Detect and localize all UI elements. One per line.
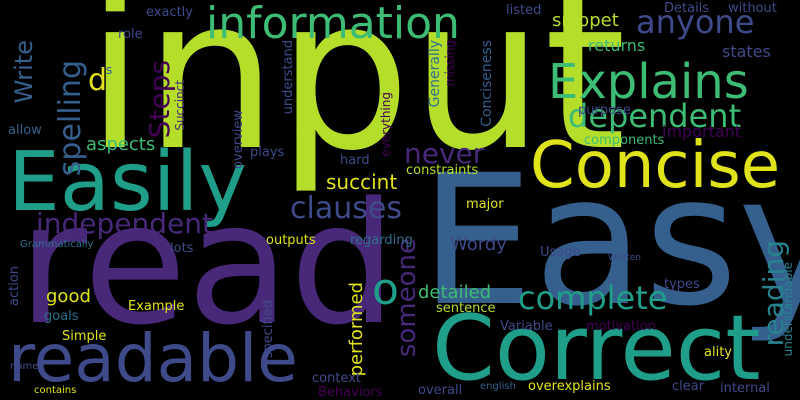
word-readable: readable (8, 320, 298, 397)
word-allow: allow (8, 123, 42, 138)
word-example: Example (128, 299, 185, 314)
word-complete: complete (518, 279, 668, 317)
word-plays: plays (250, 145, 285, 160)
word-dependent: dependent (568, 97, 742, 135)
word-regarding: regarding (350, 233, 413, 248)
word-written: Written (608, 253, 641, 263)
word-detailed: detailed (418, 282, 492, 303)
word-easily: Easily (8, 135, 247, 230)
word-o: o (372, 264, 399, 315)
word-specified: specified (261, 300, 276, 359)
word-succinct: Succinct (173, 80, 187, 131)
word-input: input (86, 0, 627, 197)
word-ality: ality (704, 345, 732, 360)
word-independent: independent (36, 207, 213, 240)
word-states: states (722, 42, 771, 61)
word-purpose: purpose (578, 103, 631, 118)
word-sentence: sentence (436, 301, 496, 316)
word-steps: Steps (143, 60, 176, 139)
word-motivation: motivation (586, 319, 656, 334)
word-details: Details (664, 1, 710, 16)
word-explains: Explains (548, 54, 749, 110)
word-types: types (664, 277, 700, 292)
word-easy: Easy (420, 137, 800, 346)
word-constraints: constraints (406, 163, 479, 178)
word-without: without (728, 1, 777, 16)
word-good: good (46, 286, 91, 307)
word-succint: succint (326, 170, 398, 194)
word-goals: goals (44, 309, 79, 324)
word-important: important (662, 122, 742, 141)
word-understand: understand (281, 40, 296, 115)
word-overexplains: overexplains (528, 379, 611, 394)
word-wordy: Wordy (450, 234, 507, 255)
word-lots: lots (170, 241, 194, 256)
word-major: major (466, 197, 504, 212)
word-missing: missing (443, 40, 457, 87)
word-name: name (10, 361, 39, 372)
word-write: Write (10, 40, 38, 104)
word-everything: everything (379, 92, 393, 157)
word-overview: overview (231, 110, 246, 169)
word-grammatically: Grammatically (20, 239, 94, 250)
word-returns: returns (588, 36, 646, 55)
word-performed: performed (346, 282, 367, 377)
word-english: english (480, 381, 516, 392)
word-simple: Simple (62, 329, 107, 344)
word-contains: contains (34, 385, 77, 396)
word-listed: listed (506, 3, 542, 18)
word-internal: internal (720, 381, 770, 396)
word-hard: hard (340, 153, 370, 168)
word-outputs: outputs (266, 233, 316, 248)
word-action: action (7, 266, 22, 307)
word-s: s (106, 63, 113, 77)
word-clauses: clauses (290, 191, 402, 226)
word-variable: Variable (500, 319, 553, 334)
word-spelling: spelling (53, 60, 88, 177)
word-never: never (404, 137, 485, 170)
word-generally: Generally (427, 40, 443, 108)
word-snippet: snippet (552, 10, 619, 31)
word-information: information (206, 0, 460, 49)
word-d: d (88, 63, 108, 98)
word-behaviors: Behaviors (318, 385, 383, 400)
word-read: read (18, 166, 397, 362)
word-components: components (584, 133, 665, 148)
word-context: context (312, 371, 361, 386)
word-correct: Correct (432, 296, 761, 400)
word-overall: overall (418, 383, 463, 398)
word-aspects: aspects (86, 134, 156, 155)
word-exactly: exactly (146, 5, 193, 20)
word-concise: Concise (530, 129, 781, 203)
word-understandable: understandable (781, 262, 795, 357)
word-anyone: anyone (636, 3, 755, 41)
word-clear: clear (672, 379, 705, 394)
word-usage: Usage (540, 245, 581, 260)
word-role: role (118, 27, 143, 42)
word-conciseness: Conciseness (479, 40, 495, 127)
